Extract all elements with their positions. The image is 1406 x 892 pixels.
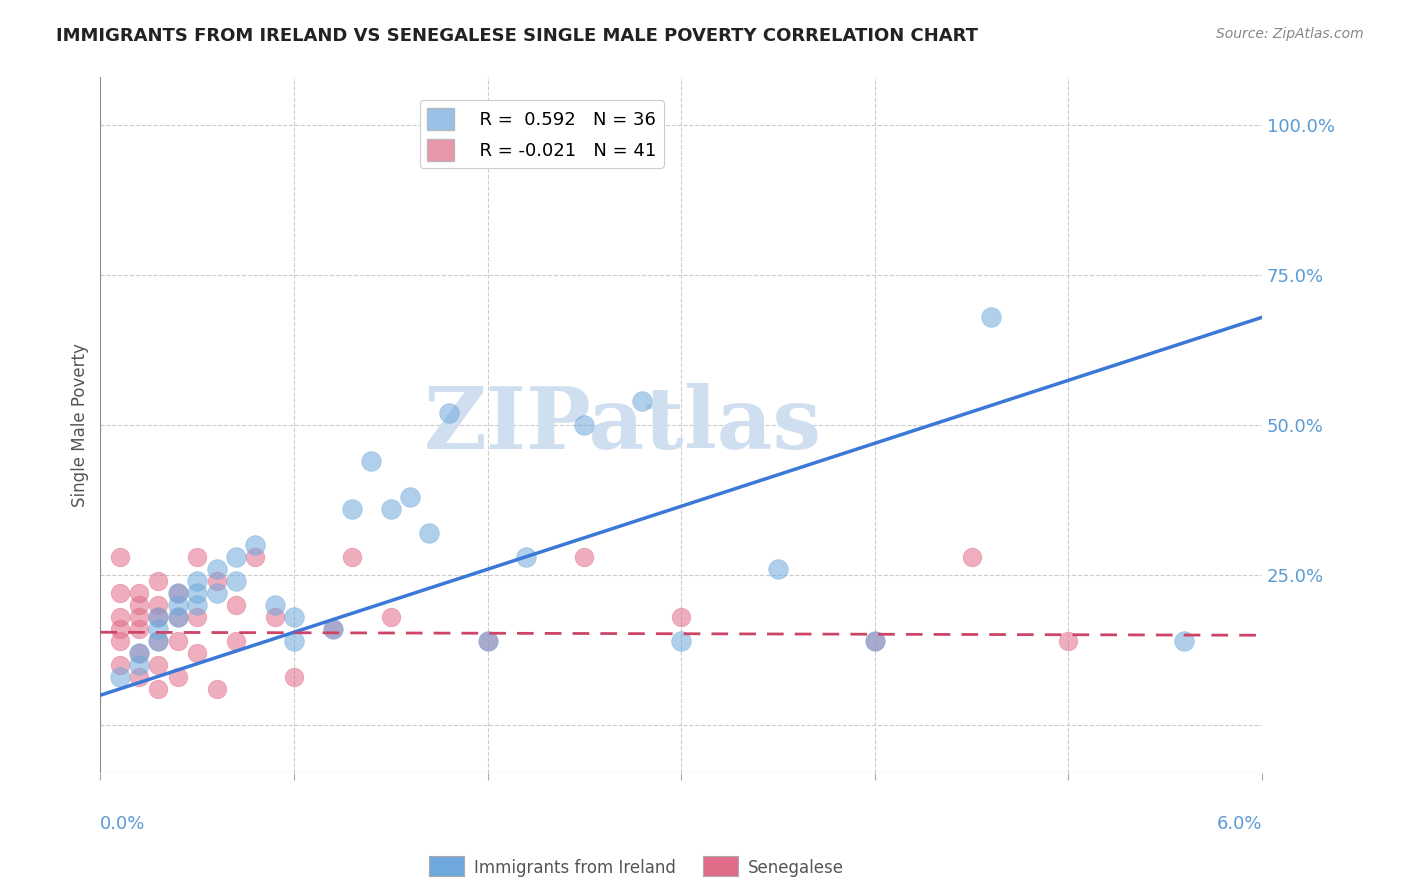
Point: [283, 670, 305, 684]
Point: [186, 599, 208, 613]
Point: [205, 562, 228, 576]
Point: [128, 610, 150, 624]
Point: [186, 610, 208, 624]
Point: [766, 562, 789, 576]
Point: [186, 646, 208, 660]
Point: [108, 610, 131, 624]
Point: [245, 538, 267, 552]
Point: [225, 634, 247, 648]
Point: [863, 634, 886, 648]
Point: [166, 610, 188, 624]
Point: [669, 610, 692, 624]
Text: Source: ZipAtlas.com: Source: ZipAtlas.com: [1216, 27, 1364, 41]
Point: [128, 646, 150, 660]
Point: [128, 646, 150, 660]
Point: [108, 550, 131, 565]
Legend:   R =  0.592   N = 36,   R = -0.021   N = 41: R = 0.592 N = 36, R = -0.021 N = 41: [419, 101, 664, 168]
Point: [186, 550, 208, 565]
Point: [574, 550, 596, 565]
Point: [399, 490, 422, 504]
Y-axis label: Single Male Poverty: Single Male Poverty: [72, 343, 89, 508]
Point: [960, 550, 983, 565]
Text: IMMIGRANTS FROM IRELAND VS SENEGALESE SINGLE MALE POVERTY CORRELATION CHART: IMMIGRANTS FROM IRELAND VS SENEGALESE SI…: [56, 27, 979, 45]
Point: [283, 634, 305, 648]
Point: [225, 574, 247, 589]
Point: [205, 586, 228, 600]
Point: [283, 610, 305, 624]
Point: [225, 550, 247, 565]
Point: [128, 670, 150, 684]
Point: [574, 418, 596, 433]
Point: [166, 670, 188, 684]
Point: [322, 622, 344, 636]
Point: [128, 658, 150, 673]
Text: 0.0%: 0.0%: [100, 815, 146, 833]
Point: [148, 599, 170, 613]
Point: [186, 586, 208, 600]
Point: [128, 622, 150, 636]
Point: [166, 586, 188, 600]
Point: [166, 586, 188, 600]
Point: [263, 610, 285, 624]
Point: [108, 622, 131, 636]
Point: [148, 574, 170, 589]
Point: [148, 610, 170, 624]
Point: [166, 610, 188, 624]
Point: [108, 658, 131, 673]
Text: Immigrants from Ireland: Immigrants from Ireland: [474, 859, 676, 877]
Point: [128, 599, 150, 613]
Point: [477, 634, 499, 648]
Point: [148, 634, 170, 648]
Point: [148, 610, 170, 624]
Point: [340, 550, 363, 565]
Point: [515, 550, 537, 565]
Point: [148, 658, 170, 673]
Point: [166, 599, 188, 613]
Point: [166, 634, 188, 648]
Point: [108, 670, 131, 684]
Point: [380, 502, 402, 516]
Point: [128, 586, 150, 600]
Point: [322, 622, 344, 636]
Point: [148, 622, 170, 636]
Point: [477, 634, 499, 648]
Point: [340, 502, 363, 516]
Point: [631, 394, 654, 409]
Point: [186, 574, 208, 589]
Point: [205, 574, 228, 589]
Point: [1057, 634, 1080, 648]
Point: [148, 634, 170, 648]
Point: [437, 406, 460, 420]
Text: ZIPatlas: ZIPatlas: [425, 384, 823, 467]
Point: [418, 526, 440, 541]
Point: [263, 599, 285, 613]
Point: [205, 682, 228, 697]
Point: [863, 634, 886, 648]
Point: [1173, 634, 1195, 648]
Point: [380, 610, 402, 624]
Point: [360, 454, 382, 468]
Point: [225, 599, 247, 613]
Point: [108, 586, 131, 600]
Point: [245, 550, 267, 565]
Point: [108, 634, 131, 648]
Point: [148, 682, 170, 697]
Point: [669, 634, 692, 648]
Text: Senegalese: Senegalese: [748, 859, 844, 877]
Text: 6.0%: 6.0%: [1216, 815, 1263, 833]
Point: [980, 310, 1002, 325]
